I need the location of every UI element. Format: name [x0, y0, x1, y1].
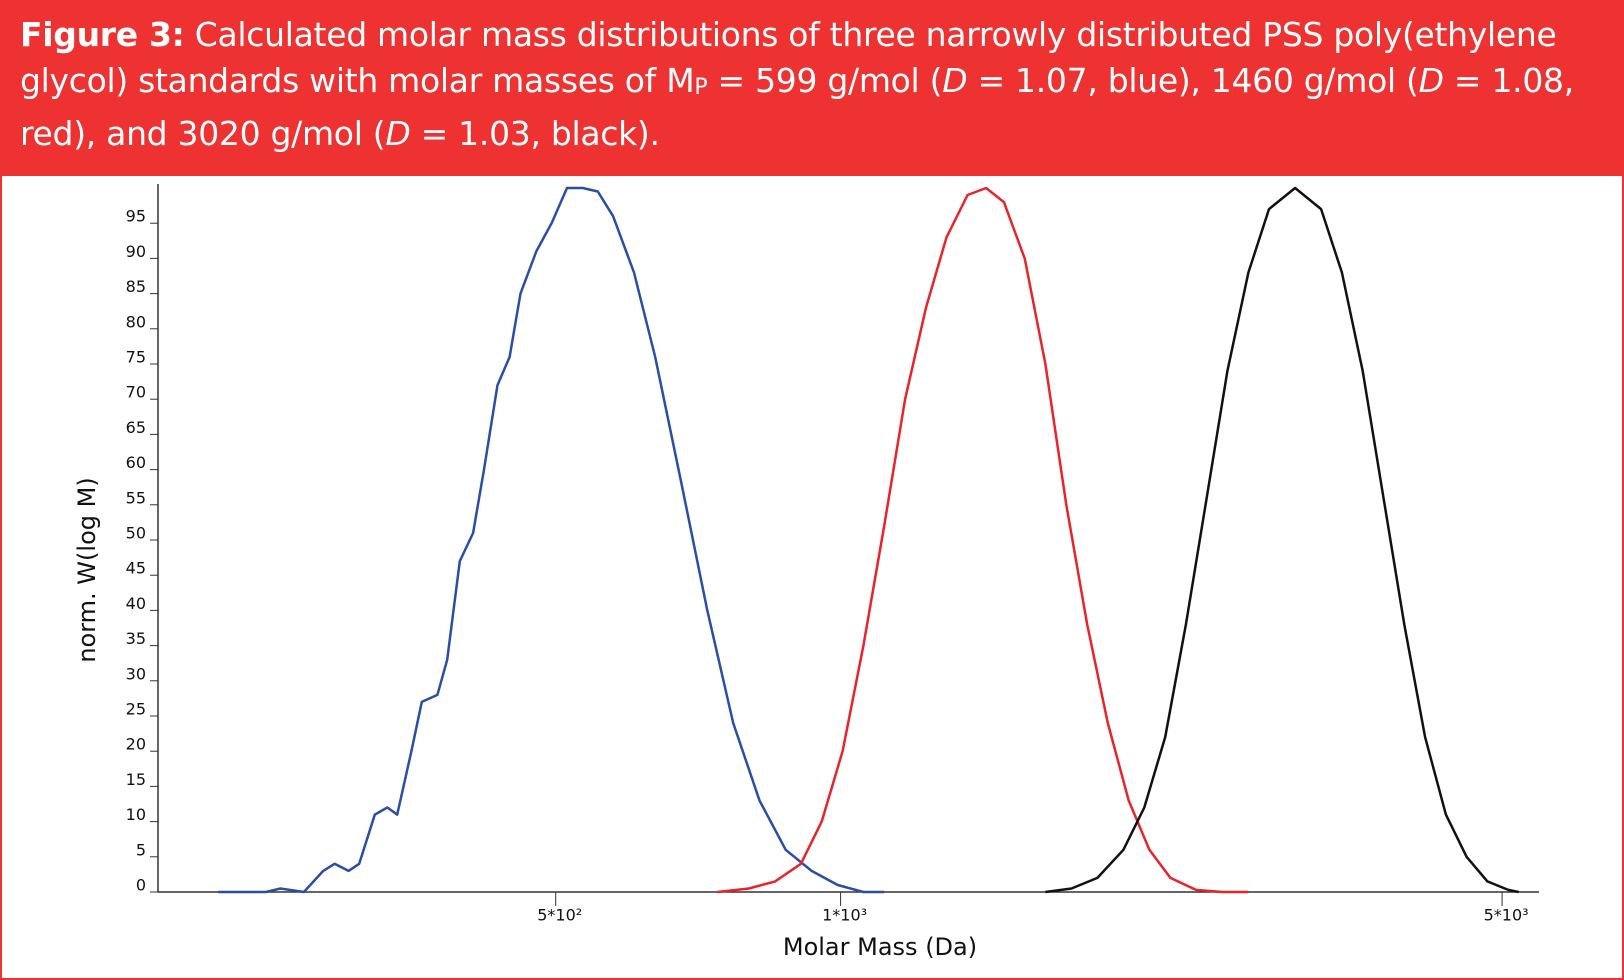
- figure-caption: Figure 3: Calculated molar mass distribu…: [0, 0, 1624, 176]
- caption-label: Figure 3:: [20, 15, 185, 54]
- y-tick-label: 10: [126, 805, 146, 824]
- y-tick-label: 80: [126, 312, 146, 331]
- caption-text: Calculated molar mass distributions of t…: [20, 15, 1557, 100]
- caption-text: = 1.03, black).: [410, 114, 660, 153]
- y-tick-label: 60: [126, 453, 146, 472]
- y-tick-label: 40: [126, 594, 146, 613]
- y-tick-label: 35: [126, 629, 146, 648]
- y-tick-label: 45: [126, 559, 146, 578]
- x-tick-label: 5*10²: [537, 906, 582, 925]
- y-tick-label: 0: [136, 876, 146, 895]
- y-tick-label: 75: [126, 348, 146, 367]
- series-line: [717, 186, 1249, 894]
- y-tick-label: 70: [126, 383, 146, 402]
- x-tick-label: 1*10³: [822, 906, 867, 925]
- series-line: [218, 186, 885, 894]
- series-line: [1045, 186, 1519, 894]
- x-axis-title: Molar Mass (Da): [783, 933, 977, 961]
- y-tick-label: 50: [126, 524, 146, 543]
- y-tick-label: 95: [126, 207, 146, 226]
- y-tick-label: 5: [136, 840, 146, 859]
- caption-subscript: P: [694, 75, 708, 100]
- y-tick-label: 30: [126, 664, 146, 683]
- y-tick-label: 20: [126, 735, 146, 754]
- caption-symbol: D: [942, 61, 968, 100]
- caption-symbol: D: [1418, 61, 1444, 100]
- y-tick-label: 85: [126, 277, 146, 296]
- y-tick-label: 55: [126, 488, 146, 507]
- y-tick-label: 65: [126, 418, 146, 437]
- caption-symbol: D: [385, 114, 411, 153]
- x-tick-label: 5*10³: [1484, 906, 1529, 925]
- y-axis-title: norm. W(log M): [73, 477, 101, 662]
- caption-text: = 1.07, blue), 1460 g/mol (: [967, 61, 1419, 100]
- y-tick-label: 15: [126, 770, 146, 789]
- caption-text: = 1.08, red), and 3020 g/mol (: [20, 61, 1574, 153]
- caption-text: = 599 g/mol (: [707, 61, 943, 100]
- y-tick-label: 25: [126, 700, 146, 719]
- y-tick-label: 90: [126, 242, 146, 261]
